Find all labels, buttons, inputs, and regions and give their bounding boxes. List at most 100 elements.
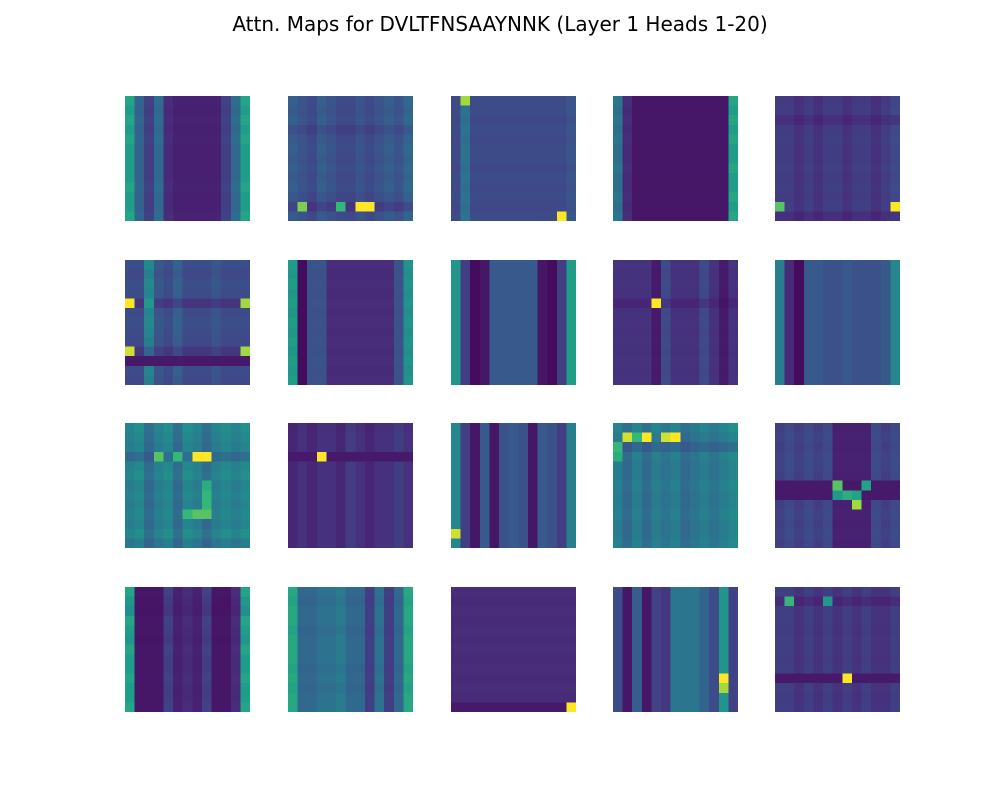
heatmap-cell: [134, 683, 145, 693]
heatmap-cell: [566, 317, 576, 328]
heatmap-cell: [240, 201, 250, 212]
heatmap-cell: [230, 654, 241, 665]
heatmap-cell: [134, 192, 145, 202]
heatmap-cell: [842, 692, 853, 703]
heatmap-cell: [125, 606, 135, 617]
heatmap-cell: [163, 298, 174, 309]
heatmap-cell: [326, 279, 337, 290]
heatmap-cell: [479, 182, 490, 193]
heatmap-cell: [651, 451, 662, 462]
heatmap-cell: [622, 538, 633, 548]
heatmap-cell: [201, 192, 212, 202]
heatmap-cell: [499, 683, 509, 693]
heatmap-cell: [336, 509, 346, 520]
heatmap-cell: [794, 356, 805, 366]
heatmap-cell: [326, 625, 337, 636]
heatmap-cell: [890, 182, 900, 193]
heatmap-cell: [784, 182, 795, 193]
heatmap-cell: [622, 134, 633, 145]
heatmap-cell: [364, 153, 375, 164]
heatmap-cell: [880, 519, 891, 529]
heatmap-cell: [709, 201, 719, 212]
heatmap-cell: [775, 683, 785, 693]
heatmap-cell: [134, 490, 145, 501]
heatmap-cell: [518, 692, 529, 703]
heatmap-cell: [297, 673, 308, 684]
heatmap-cell: [134, 327, 145, 338]
heatmap-cell: [403, 308, 413, 318]
heatmap-cell: [240, 471, 250, 481]
heatmap-cell: [393, 528, 404, 539]
heatmap-cell: [661, 375, 671, 385]
heatmap-cell: [670, 172, 681, 183]
heatmap-cell: [823, 654, 833, 665]
heatmap-cell: [125, 288, 135, 299]
heatmap-cell: [345, 635, 356, 645]
heatmap-cell: [144, 308, 155, 318]
heatmap-cell: [518, 471, 529, 481]
heatmap-cell: [451, 615, 461, 626]
heatmap-cell: [240, 644, 250, 655]
heatmap-cell: [230, 211, 241, 221]
heatmap-cell: [403, 654, 413, 665]
heatmap-cell: [728, 615, 738, 626]
heatmap-cell: [163, 692, 174, 703]
heatmap-cell: [670, 442, 681, 453]
heatmap-cell: [355, 528, 366, 539]
heatmap-cell: [823, 587, 833, 597]
heatmap-cell: [134, 269, 145, 280]
heatmap-cell: [374, 432, 385, 443]
heatmap-cell: [393, 683, 404, 693]
heatmap-cell: [230, 153, 241, 164]
heatmap-cell: [374, 538, 385, 548]
heatmap-cell: [230, 269, 241, 280]
heatmap-cell: [508, 288, 519, 299]
heatmap-cell: [134, 336, 145, 347]
heatmap-cell: [784, 144, 795, 154]
heatmap-cell: [153, 201, 164, 212]
heatmap-cell: [784, 673, 795, 684]
heatmap-cell: [364, 317, 375, 328]
heatmap-cell: [384, 432, 394, 443]
heatmap-cell: [803, 192, 814, 202]
heatmap-cell: [880, 182, 891, 193]
heatmap-cell: [355, 451, 366, 462]
heatmap-cell: [518, 153, 529, 164]
heatmap-cell: [192, 182, 203, 193]
heatmap-cell: [173, 615, 183, 626]
heatmap-cell: [813, 471, 824, 481]
heatmap-cell: [364, 606, 375, 617]
heatmap-cell: [508, 163, 519, 174]
heatmap-cell: [547, 644, 557, 655]
heatmap-cell: [134, 260, 145, 270]
heatmap-cell: [880, 172, 891, 183]
heatmap-cell: [718, 635, 729, 645]
heatmap-cell: [355, 279, 366, 290]
heatmap-cell: [221, 499, 231, 510]
heatmap-cell: [880, 615, 891, 626]
heatmap-cell: [803, 298, 814, 309]
heatmap-cell: [316, 211, 327, 221]
heatmap-cell: [499, 692, 509, 703]
heatmap-cell: [689, 692, 700, 703]
heatmap-cell: [689, 442, 700, 453]
heatmap-cell: [890, 499, 900, 510]
heatmap-cell: [240, 269, 250, 280]
attention-map-head-7: [288, 260, 413, 385]
heatmap-cell: [336, 317, 346, 328]
heatmap-cell: [641, 480, 652, 491]
heatmap-cell: [384, 201, 394, 212]
heatmap-cell: [547, 480, 557, 491]
heatmap-cell: [470, 134, 481, 145]
heatmap-cell: [297, 432, 308, 443]
heatmap-cell: [670, 365, 681, 376]
heatmap-cell: [499, 702, 509, 712]
heatmap-cell: [451, 260, 461, 270]
heatmap-cell: [537, 124, 548, 135]
heatmap-cell: [566, 192, 576, 202]
heatmap-cell: [890, 298, 900, 309]
heatmap-cell: [355, 538, 366, 548]
heatmap-cell: [680, 192, 691, 202]
heatmap-cell: [775, 192, 785, 202]
heatmap-cell: [518, 499, 529, 510]
